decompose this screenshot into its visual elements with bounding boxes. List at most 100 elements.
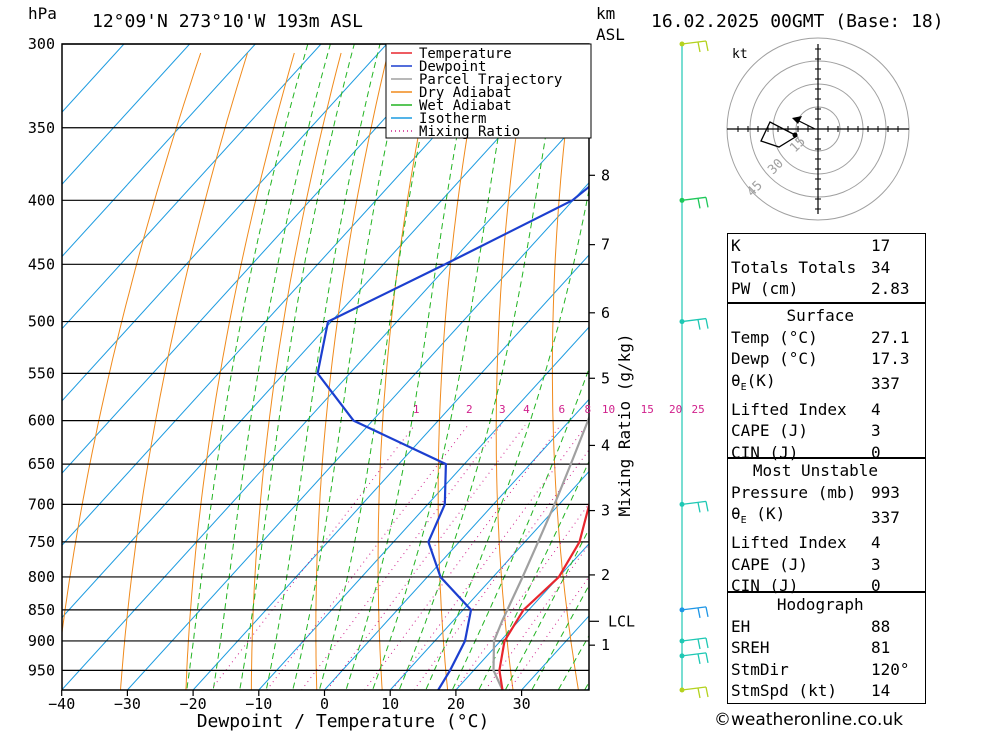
pressure-tick-label: 950	[28, 661, 55, 679]
surface-cape-value: 3	[871, 421, 881, 441]
surface-title: Surface	[786, 306, 854, 325]
height-tick-label: 6	[601, 304, 610, 322]
pw-label: PW (cm)	[731, 279, 799, 299]
mixing-ratio-line	[266, 424, 469, 690]
dry-adiabat-line	[62, 52, 202, 637]
dewpoint-line	[316, 185, 589, 690]
mixing-ratio-line	[326, 424, 526, 690]
legend-entry-label: Parcel Trajectory	[419, 72, 562, 88]
surface-li-label: Lifted Index	[731, 399, 847, 419]
surface-cin-label: CIN (J)	[731, 442, 799, 462]
mixing-ratio-value-label: 4	[523, 403, 530, 416]
x-axis-tick-label: −10	[245, 695, 272, 713]
mixing-ratio-line	[484, 543, 589, 690]
pressure-tick-label: 400	[28, 191, 55, 209]
x-axis-tick-label: −30	[114, 695, 141, 713]
k-index-value: 17	[871, 236, 891, 255]
mu-theta-symbol: θ	[731, 504, 741, 524]
hodograph-ring-label: 30	[765, 156, 787, 178]
sreh-value: 81	[871, 638, 891, 658]
wind-barb	[681, 500, 709, 513]
wind-barb	[681, 686, 709, 699]
pressure-tick-label: 300	[28, 35, 55, 53]
surface-dewp-label: Dewp (°C)	[731, 349, 818, 369]
surface-theta-value: 337	[871, 374, 900, 394]
mu-theta-value: 337	[871, 507, 900, 527]
mu-pressure-value: 993	[871, 482, 900, 502]
legend-entry-label: Dry Adiabat	[419, 85, 512, 101]
most-unstable-box	[727, 458, 926, 592]
mu-theta-label: θE (K)	[727, 503, 871, 532]
x-axis-tick-label: 20	[447, 695, 465, 713]
legend-entry-label: Mixing Ratio	[419, 124, 520, 140]
wet-adiabat-line	[292, 44, 409, 690]
temperature-line	[498, 500, 589, 690]
stmspd-label: StmSpd (kt)	[731, 681, 837, 701]
wind-barb	[681, 652, 709, 664]
surface-theta-sub: E	[740, 381, 747, 393]
height-tick-label: 2	[601, 566, 610, 584]
mu-cin-label: CIN (J)	[731, 576, 799, 596]
pressure-tick-label: 800	[28, 568, 55, 586]
wet-adiabat-line	[186, 44, 309, 690]
x-axis-tick-label: −40	[48, 695, 75, 713]
mixing-ratio-line	[210, 424, 416, 690]
indices-box	[727, 233, 926, 303]
isotherm-line	[127, 182, 589, 690]
pressure-tick-label: 850	[28, 601, 55, 619]
pressure-tick-label: 600	[28, 412, 55, 430]
sreh-label: SREH	[731, 638, 770, 658]
dry-adiabat-line	[437, 52, 482, 690]
wind-barb	[681, 40, 709, 53]
mu-theta-unit: (K)	[746, 504, 786, 524]
mixing-ratio-value-label: 10	[602, 403, 615, 416]
wet-adiabat-line	[212, 44, 331, 690]
stmdir-value: 120°	[871, 659, 910, 679]
dry-adiabat-line	[660, 53, 710, 690]
hodograph-stats-table: Hodograph EH 88 SREH 81 StmDir 120° StmSpd …	[727, 594, 914, 702]
x-axis-tick-label: −20	[180, 695, 207, 713]
surface-cin-value: 0	[871, 442, 881, 462]
surface-cape-label: CAPE (J)	[731, 421, 809, 441]
hodograph-unit-label: kt	[732, 47, 748, 62]
wet-adiabat-line	[265, 44, 381, 690]
isotherm-line	[389, 470, 589, 690]
km-unit-label: km	[596, 4, 616, 23]
pressure-tick-label: 450	[28, 255, 55, 273]
mixing-ratio-value-label: 1	[413, 403, 420, 416]
mixing-ratio-line	[413, 449, 589, 690]
isotherm-line	[62, 44, 519, 547]
isotherm-line	[62, 109, 589, 690]
pressure-tick-label: 350	[28, 119, 55, 137]
dry-adiabat-line	[120, 52, 248, 690]
mu-cin-value: 0	[871, 576, 881, 596]
mu-title: Most Unstable	[752, 461, 879, 480]
isotherm-line	[324, 398, 589, 690]
pw-value: 2.83	[871, 279, 910, 299]
mixing-ratio-line	[301, 424, 502, 690]
mixing-ratio-value-label: 3	[499, 403, 506, 416]
pressure-unit-label: hPa	[28, 4, 57, 23]
mixing-ratio-axis-label: Mixing Ratio (g/kg)	[615, 333, 634, 516]
dry-adiabat-line	[185, 52, 295, 690]
mixing-ratio-value-label: 20	[669, 403, 682, 416]
eh-label: EH	[731, 616, 751, 636]
isotherm-line	[62, 44, 256, 258]
wind-profile	[679, 40, 709, 699]
stmspd-value: 14	[871, 681, 891, 701]
totals-row: Totals Totals 34	[727, 257, 914, 279]
wind-barb	[681, 196, 709, 209]
mixing-ratio-value-label: 6	[559, 403, 566, 416]
hodo-title: Hodograph	[776, 595, 864, 614]
legend-entry-label: Temperature	[419, 46, 512, 62]
dry-adiabat-line	[250, 52, 342, 690]
mixing-ratio-value-label: 25	[692, 403, 705, 416]
mu-li-value: 4	[871, 532, 881, 552]
isotherm-line	[62, 44, 388, 402]
wind-barb	[681, 317, 709, 330]
location-title: 12°09'N 273°10'W 193m ASL	[92, 11, 363, 32]
surface-dewp-value: 17.3	[871, 349, 910, 369]
legend-entry-label: Dewpoint	[419, 59, 486, 75]
eh-value: 88	[871, 616, 891, 636]
